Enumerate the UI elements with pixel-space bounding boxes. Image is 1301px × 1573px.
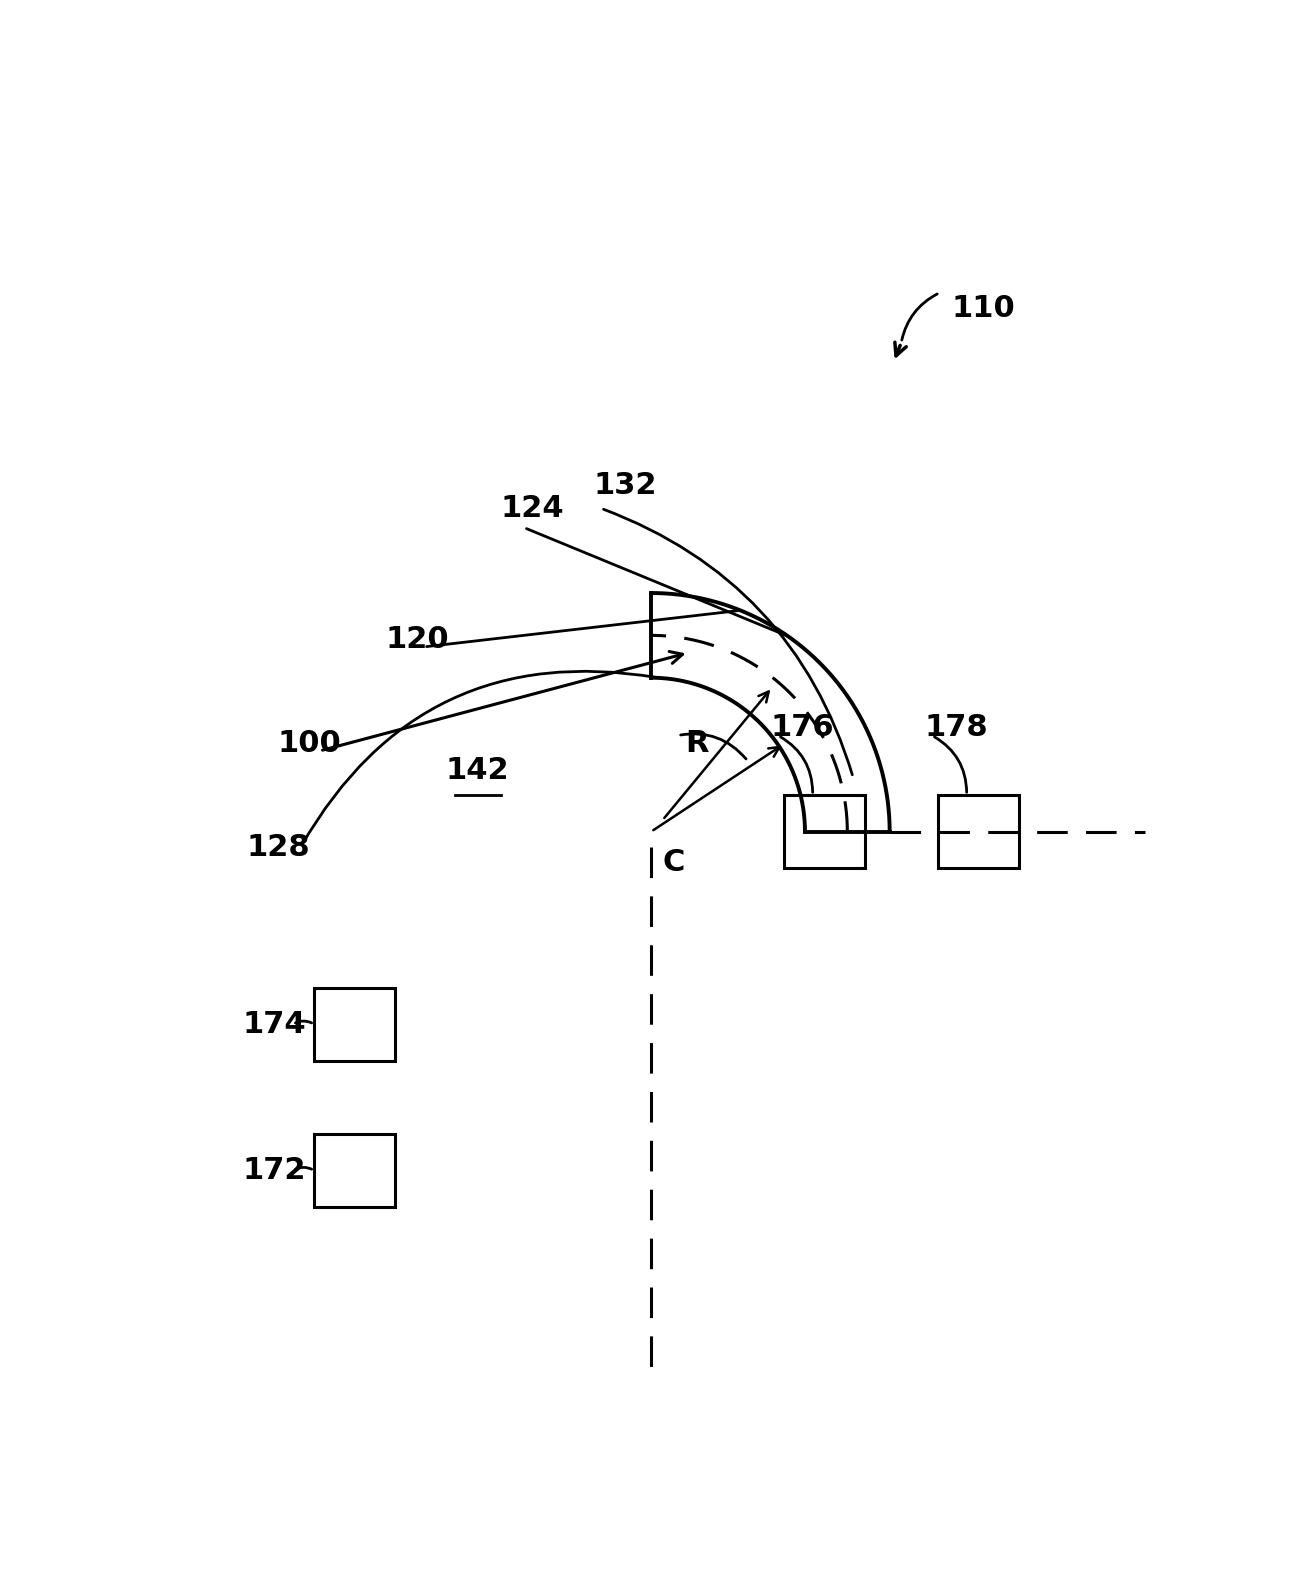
Text: 174: 174 — [243, 1010, 307, 1038]
Text: 176: 176 — [770, 713, 834, 742]
Text: 132: 132 — [593, 470, 657, 500]
Bar — [314, 1134, 396, 1206]
Text: 120: 120 — [385, 624, 449, 654]
Text: 124: 124 — [501, 494, 565, 522]
Text: 128: 128 — [247, 832, 311, 862]
Text: 100: 100 — [277, 728, 341, 758]
Text: 178: 178 — [924, 713, 987, 742]
Text: R: R — [686, 728, 709, 758]
Text: 172: 172 — [243, 1156, 306, 1184]
Text: 110: 110 — [951, 294, 1015, 322]
Bar — [314, 988, 396, 1060]
Bar — [783, 794, 865, 868]
Bar — [938, 794, 1019, 868]
Text: 142: 142 — [446, 755, 510, 785]
Text: C: C — [662, 848, 684, 878]
